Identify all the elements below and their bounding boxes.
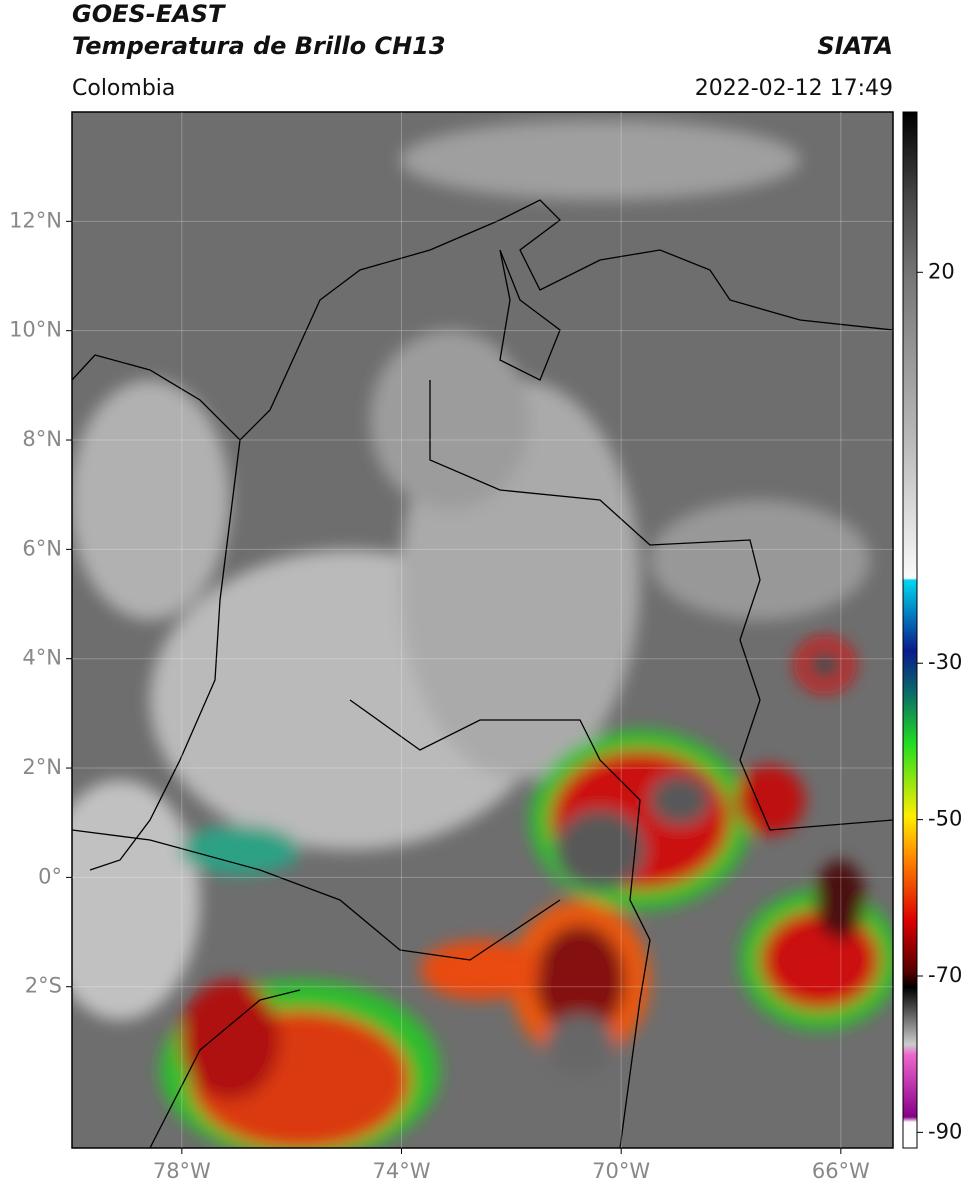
source: SIATA: [817, 32, 893, 60]
lon-tick-label: 66°W: [812, 1159, 870, 1183]
satellite-image: [72, 112, 893, 1148]
subtitle: Temperatura de Brillo CH13: [72, 32, 446, 60]
lat-tick-label: 2°S: [25, 974, 62, 998]
lat-tick-label: 8°N: [22, 427, 62, 451]
lat-tick-label: 2°N: [22, 755, 62, 779]
region: Colombia: [72, 76, 175, 101]
lat-tick-label: 4°N: [22, 646, 62, 670]
lon-tick-label: 74°W: [372, 1159, 430, 1183]
lat-tick-label: 0°: [38, 864, 62, 888]
map-frame: [71, 111, 894, 1149]
colorbar-tick-label: -70: [928, 963, 962, 987]
colorbar-tick-label: -90: [928, 1119, 962, 1143]
colorbar-tick-label: 20: [928, 259, 955, 283]
colorbar: [902, 111, 918, 1149]
colorbar-tick-label: -30: [928, 650, 962, 674]
title: GOES-EAST: [72, 0, 226, 28]
datetime: 2022-02-12 17:49: [695, 76, 893, 101]
lat-tick-label: 6°N: [22, 536, 62, 560]
lat-tick-label: 10°N: [9, 318, 62, 342]
lon-tick-label: 70°W: [592, 1159, 650, 1183]
lat-tick-label: 12°N: [9, 208, 62, 232]
colorbar-tick-label: -50: [928, 807, 962, 831]
lon-tick-label: 78°W: [153, 1159, 211, 1183]
